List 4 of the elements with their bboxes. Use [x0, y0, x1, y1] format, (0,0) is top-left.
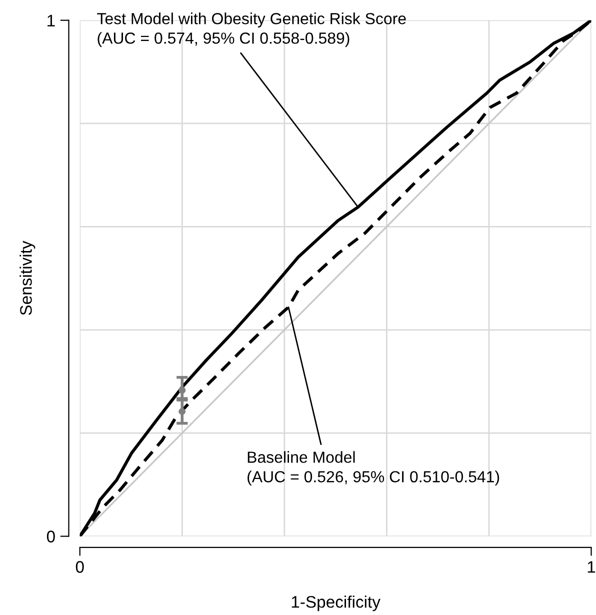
annotation: Test Model with Obesity Genetic Risk Score (AUC = 0.574, 95% CI 0.558-0.589) [97, 12, 406, 47]
x-axis-title: 1-Specificity [292, 596, 380, 612]
y-axis-title: Sensitivity [20, 240, 36, 316]
annotation: Baseline Model (AUC = 0.526, 95% CI 0.510-0.541) [248, 451, 500, 486]
